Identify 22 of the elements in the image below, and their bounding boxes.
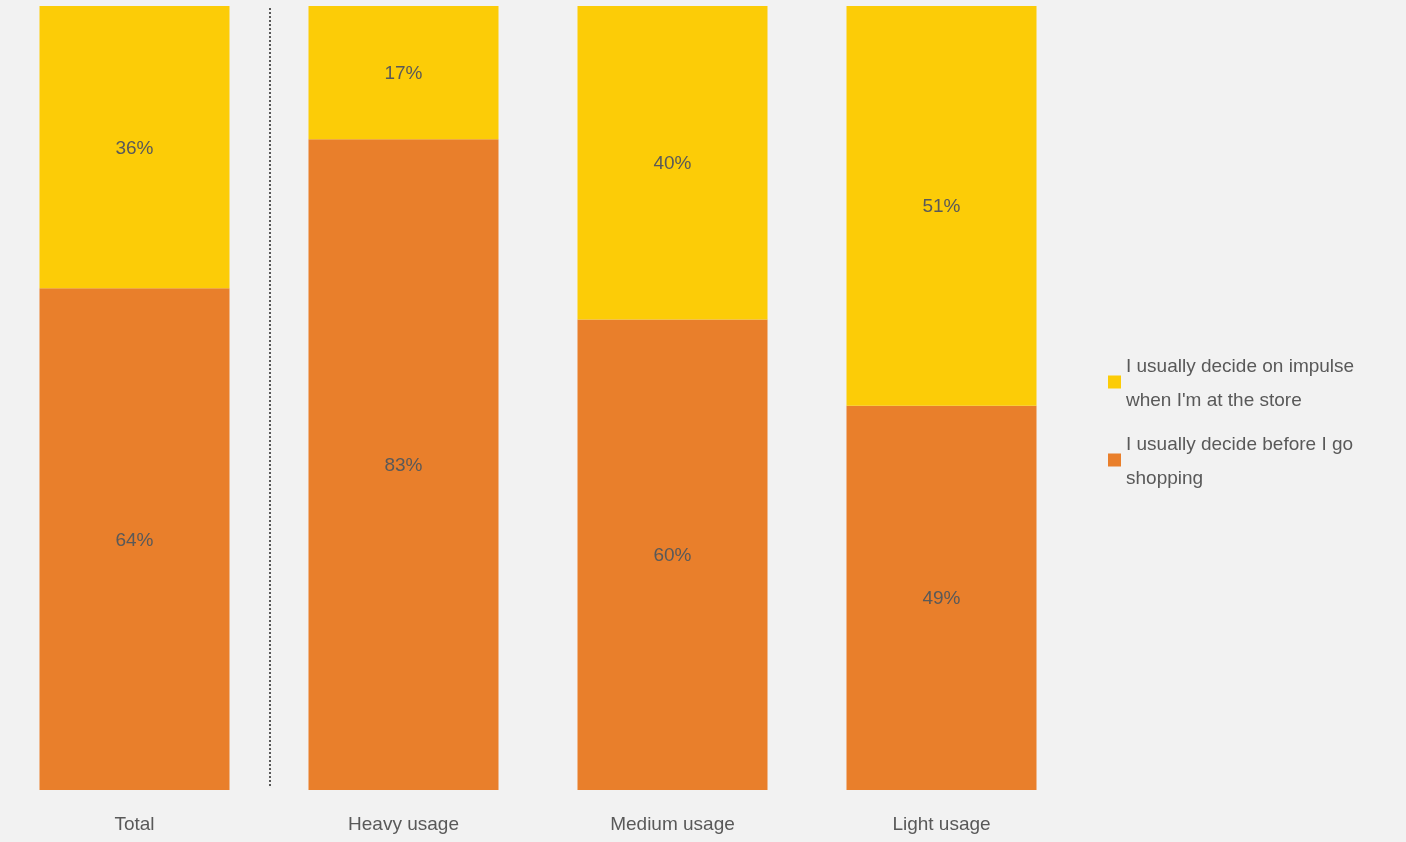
x-tick-label: Light usage — [892, 813, 991, 834]
bar — [577, 6, 768, 320]
data-label: 40% — [653, 152, 692, 174]
x-tick-label: Total — [114, 813, 155, 834]
bar — [39, 288, 230, 790]
bar — [846, 405, 1037, 790]
bar — [577, 319, 768, 790]
bar — [846, 6, 1037, 406]
x-tick-label: Heavy usage — [348, 813, 459, 834]
data-label: 51% — [922, 195, 961, 217]
data-label: 83% — [384, 454, 423, 476]
data-label: 17% — [384, 62, 423, 84]
data-label: 60% — [653, 544, 692, 566]
bar — [308, 6, 499, 140]
data-label: 64% — [115, 528, 154, 550]
legend-label: I usually decide on impulse when I'm at the store — [1125, 354, 1360, 410]
legend-label: I usually decide before I go shopping — [1126, 432, 1359, 488]
x-tick-label: Medium usage — [610, 813, 735, 834]
bar — [308, 139, 499, 790]
data-label: 49% — [922, 587, 961, 609]
bar — [39, 6, 230, 289]
data-label: 36% — [115, 136, 154, 158]
